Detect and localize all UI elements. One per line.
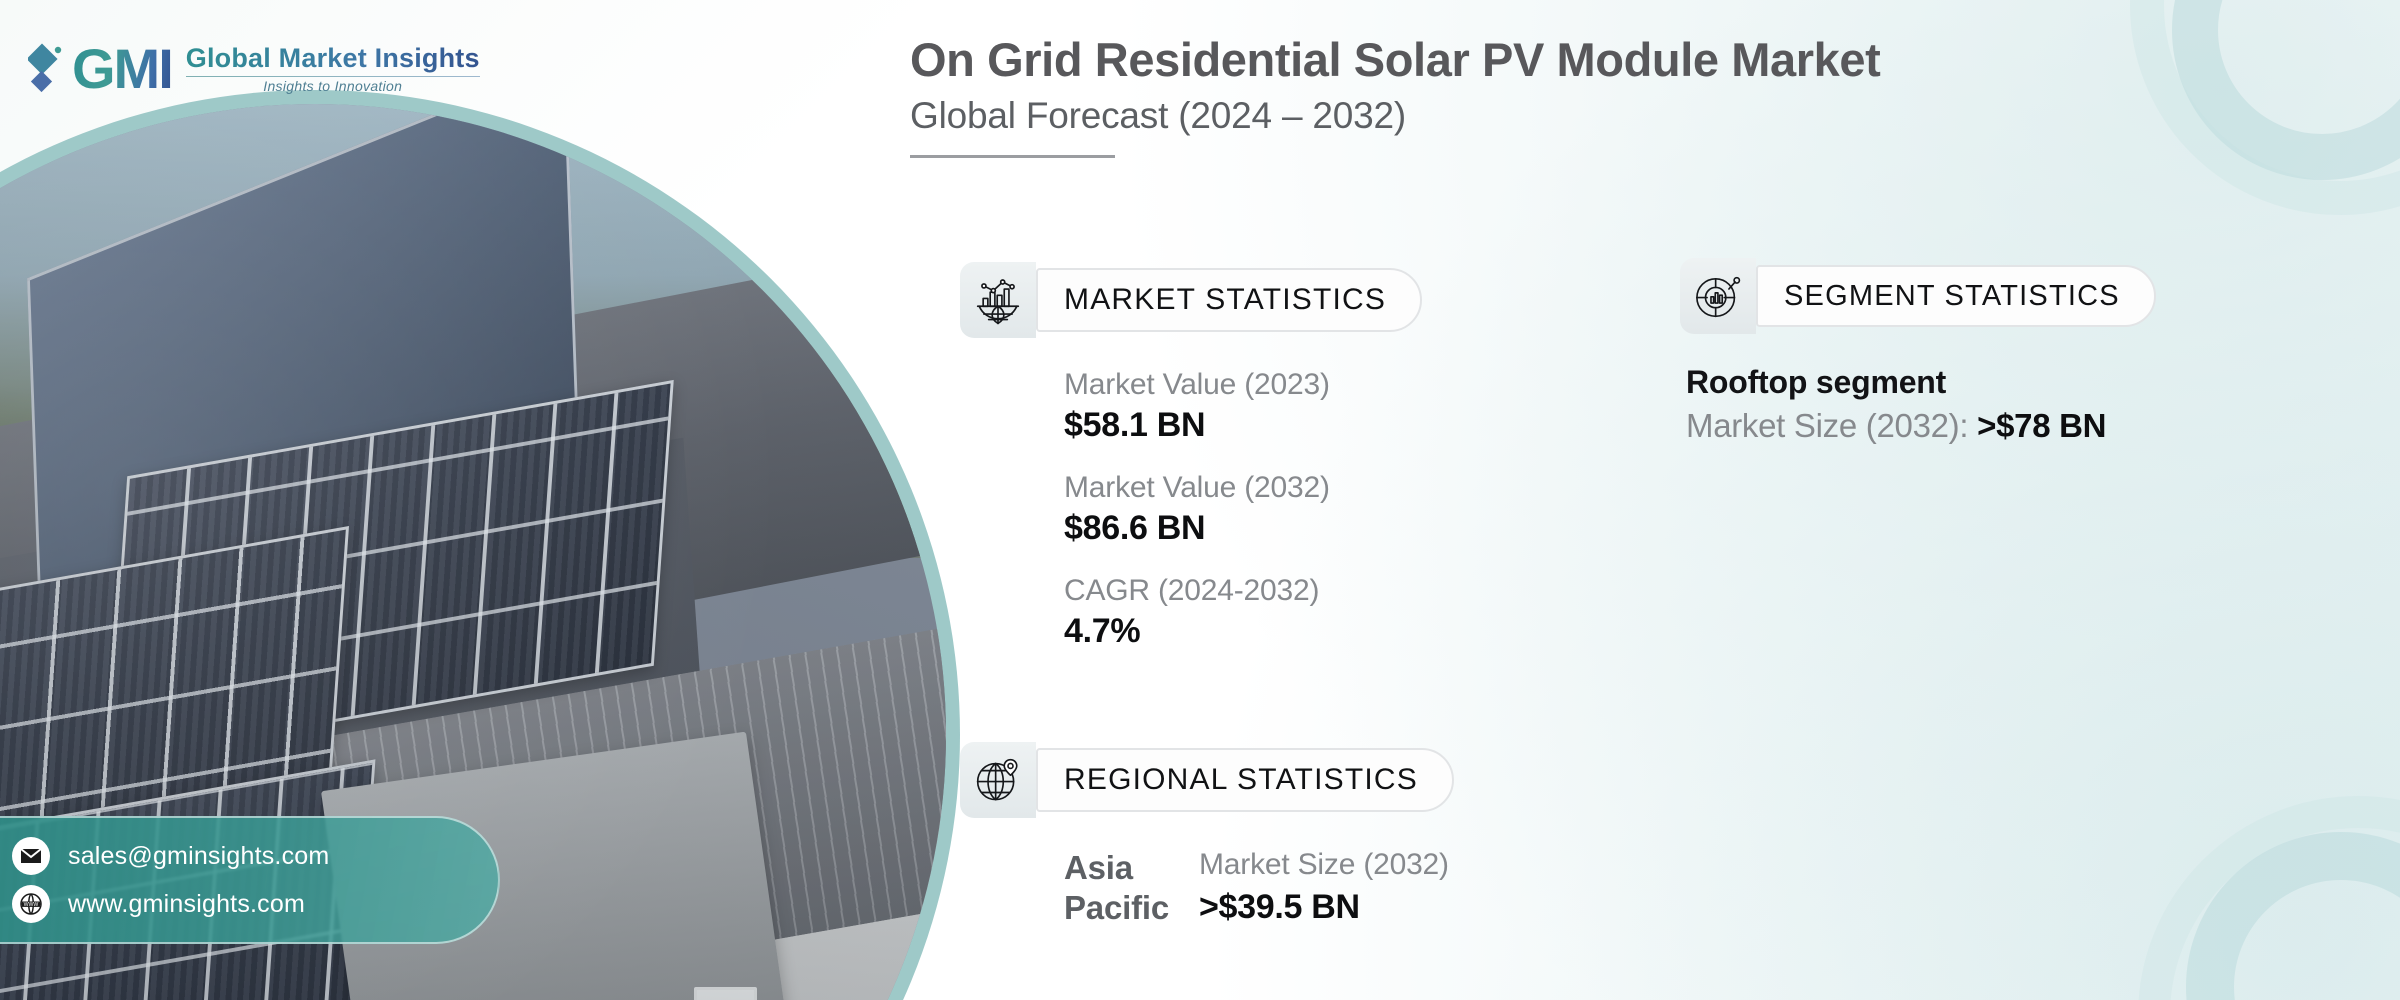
contact-website-row[interactable]: WWW www.gminsights.com bbox=[12, 885, 498, 923]
segment-statistics-badge: SEGMENT STATISTICS bbox=[1680, 258, 2156, 334]
segment-details: Rooftop segment Market Size (2032): >$78… bbox=[1680, 364, 2156, 445]
market-statistics-list: Market Value (2023) $58.1 BN Market Valu… bbox=[960, 368, 1422, 651]
market-stat-caption: Market Value (2023) bbox=[1064, 368, 1330, 401]
decorative-ring-bottom-right-inner bbox=[2186, 832, 2400, 1000]
regional-statistics-label: REGIONAL STATISTICS bbox=[1036, 748, 1454, 812]
market-statistics-badge: MARKET STATISTICS bbox=[960, 262, 1423, 338]
market-stat-item: CAGR (2024-2032) 4.7% bbox=[1064, 574, 1422, 651]
segment-statistics-block: SEGMENT STATISTICS Rooftop segment Marke… bbox=[1680, 258, 2156, 445]
decorative-ring-bottom-right-outer bbox=[2138, 796, 2400, 1000]
segment-statistics-label: SEGMENT STATISTICS bbox=[1756, 265, 2156, 327]
segment-name: Rooftop segment bbox=[1686, 364, 1947, 400]
segment-market-size-line: Market Size (2032): >$78 BN bbox=[1686, 407, 2156, 445]
logo-company-name: Global Market Insights bbox=[185, 43, 480, 74]
market-stat-value: $58.1 BN bbox=[1064, 406, 1206, 444]
globe-bar-chart-icon bbox=[960, 262, 1036, 338]
header: On Grid Residential Solar PV Module Mark… bbox=[910, 33, 1881, 158]
decorative-ring-top-right-outer bbox=[2130, 0, 2400, 215]
contact-pill: sales@gminsights.com WWW www.gminsights.… bbox=[0, 816, 500, 944]
market-statistics-block: MARKET STATISTICS Market Value (2023) $5… bbox=[960, 262, 1423, 651]
gmi-diamonds-icon bbox=[28, 43, 62, 93]
logo-wordmark: Global Market Insights Insights to Innov… bbox=[185, 43, 480, 94]
logo-divider bbox=[185, 75, 480, 77]
regional-statistics-badge: REGIONAL STATISTICS bbox=[960, 742, 1454, 818]
contact-email: sales@gminsights.com bbox=[68, 841, 330, 870]
photo-window bbox=[693, 987, 757, 1000]
market-stat-value: $86.6 BN bbox=[1064, 509, 1206, 547]
logo-mark: GMI bbox=[28, 37, 174, 100]
logo-tagline: Insights to Innovation bbox=[263, 77, 403, 94]
envelope-icon bbox=[12, 837, 50, 875]
logo-initials: GMI bbox=[72, 37, 174, 100]
segment-caption: Market Size (2032): bbox=[1686, 407, 1978, 444]
contact-website: www.gminsights.com bbox=[68, 889, 305, 918]
market-stat-value: 4.7% bbox=[1064, 612, 1141, 650]
market-stat-caption: Market Value (2032) bbox=[1064, 471, 1330, 504]
region-market-size: Market Size (2032) >$39.5 BN bbox=[1199, 848, 1449, 927]
region-caption: Market Size (2032) bbox=[1199, 848, 1449, 881]
regional-statistics-block: REGIONAL STATISTICS Asia Pacific Market S… bbox=[960, 742, 1454, 929]
svg-text:WWW: WWW bbox=[24, 902, 39, 908]
region-name: Asia Pacific bbox=[1064, 849, 1169, 927]
segment-value: >$78 BN bbox=[1977, 407, 2107, 444]
region-value: >$39.5 BN bbox=[1199, 888, 1360, 926]
market-stat-caption: CAGR (2024-2032) bbox=[1064, 574, 1320, 607]
market-stat-item: Market Value (2023) $58.1 BN bbox=[1064, 368, 1422, 445]
market-stat-item: Market Value (2032) $86.6 BN bbox=[1064, 471, 1422, 548]
page-title: On Grid Residential Solar PV Module Mark… bbox=[910, 33, 1881, 86]
title-underline bbox=[910, 154, 1115, 158]
decorative-ring-top-right-inner bbox=[2172, 0, 2400, 180]
www-globe-icon: WWW bbox=[12, 885, 50, 923]
market-statistics-label: MARKET STATISTICS bbox=[1036, 268, 1423, 332]
region-details: Asia Pacific Market Size (2032) >$39.5 BN bbox=[960, 848, 1454, 929]
contact-email-row[interactable]: sales@gminsights.com bbox=[12, 837, 498, 875]
gmi-logo[interactable]: GMI Global Market Insights Insights to I… bbox=[28, 38, 480, 100]
page-subtitle: Global Forecast (2024 – 2032) bbox=[910, 94, 1407, 136]
globe-pin-icon bbox=[960, 742, 1036, 818]
pie-chart-target-icon bbox=[1680, 258, 1756, 334]
